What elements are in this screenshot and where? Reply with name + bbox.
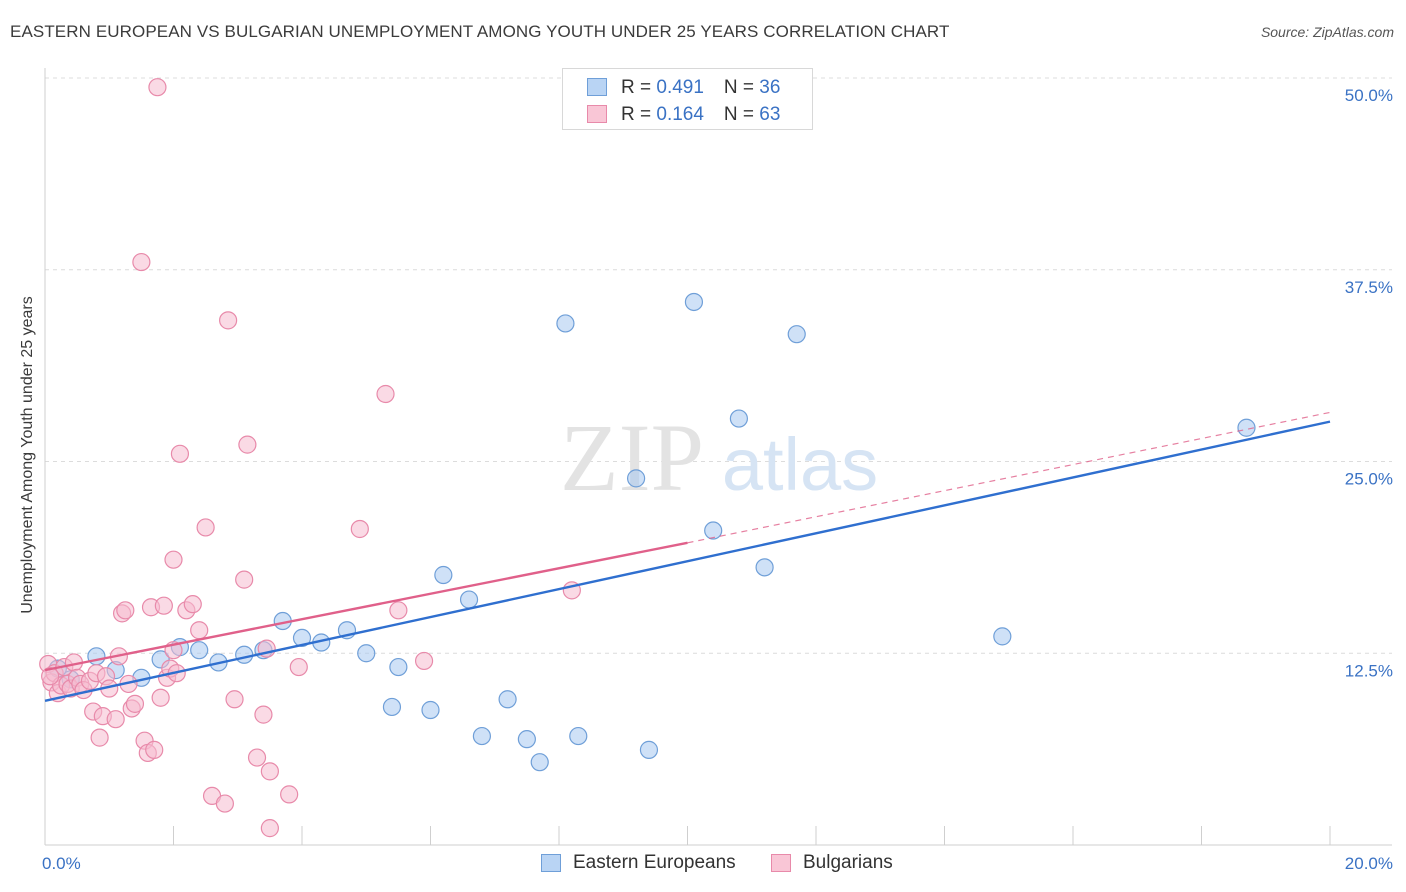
legend-label-bulgarians: Bulgarians (803, 852, 893, 873)
data-point (459, 590, 479, 609)
legend-swatch-eastern-europeans (587, 78, 607, 96)
data-point (125, 694, 145, 713)
series-bulgarians (39, 78, 581, 838)
y-tick-label: 50.0% (1345, 86, 1393, 105)
data-point (260, 762, 279, 781)
data-point (292, 628, 312, 648)
legend-n-label: N = (723, 104, 760, 125)
data-point (414, 651, 434, 671)
x-tick-label: 20.0% (1345, 854, 1393, 873)
data-point (280, 785, 299, 804)
data-point (190, 641, 209, 660)
data-point (434, 565, 453, 585)
watermark-atlas: atlas (722, 423, 878, 506)
axes (44, 68, 1392, 846)
data-point (517, 730, 536, 749)
data-point (704, 521, 723, 540)
legend-n-label: N = (723, 77, 760, 98)
data-point (116, 601, 135, 620)
gridlines (45, 77, 1392, 654)
legend-swatch-eastern-europeans (541, 854, 561, 872)
legend-swatch-bulgarians (771, 854, 791, 872)
data-point (151, 688, 170, 707)
data-point (170, 444, 190, 463)
data-point (154, 596, 173, 615)
data-point (472, 726, 491, 746)
trend-lines (44, 411, 1331, 702)
watermark: ZIP atlas (560, 404, 878, 511)
trend-line (44, 541, 688, 672)
trend-line (44, 420, 1331, 702)
data-point (289, 657, 308, 677)
watermark-zip: ZIP (560, 404, 704, 511)
data-point (498, 690, 517, 709)
data-point (132, 252, 151, 272)
data-point (190, 621, 209, 640)
data-point (247, 748, 267, 767)
data-point (639, 740, 659, 759)
data-point (993, 627, 1012, 646)
data-point (376, 384, 395, 404)
data-point (787, 325, 806, 344)
data-point (196, 518, 215, 537)
data-point (755, 558, 774, 577)
data-point (626, 469, 646, 488)
legend-label-eastern-europeans: Eastern Europeans (573, 852, 736, 873)
y-tick-label: 37.5% (1345, 278, 1393, 297)
x-tick-label: 0.0% (42, 854, 81, 873)
data-point (254, 705, 273, 724)
data-point (389, 657, 408, 677)
data-point (215, 794, 234, 813)
source-credit: Source: ZipAtlas.com (1260, 24, 1394, 40)
data-points (39, 78, 1256, 838)
data-point (684, 292, 704, 312)
data-point (164, 550, 183, 569)
data-point (389, 601, 408, 620)
legend-n-value: 63 (759, 104, 781, 125)
correlation-legend: R = 0.491 N = 36 R = 0.164 N = 63 (562, 68, 813, 130)
data-point (238, 435, 257, 454)
data-point (357, 644, 376, 663)
y-tick-label: 12.5% (1345, 661, 1393, 680)
legend-r-label: R = (621, 104, 657, 125)
data-point (41, 667, 60, 686)
data-point (90, 728, 109, 747)
data-point (421, 700, 440, 720)
tick-labels: 12.5% 25.0% 37.5% 50.0% 0.0% 20.0% (42, 86, 1393, 873)
legend-swatch-bulgarians (587, 105, 607, 123)
data-point (260, 819, 279, 838)
data-point (556, 314, 575, 333)
legend-r-value: 0.164 (656, 104, 704, 125)
data-point (219, 311, 238, 330)
legend-r-value: 0.491 (656, 77, 704, 98)
data-point (1237, 418, 1256, 437)
legend-n-value: 36 (759, 77, 781, 98)
legend-r-label: R = (621, 77, 657, 98)
data-point (350, 519, 369, 539)
data-point (148, 78, 167, 97)
data-point (106, 710, 125, 729)
data-point (183, 595, 202, 614)
data-point (145, 740, 164, 759)
data-point (225, 690, 244, 709)
data-point (235, 570, 254, 589)
chart-title: EASTERN EUROPEAN VS BULGARIAN UNEMPLOYME… (10, 22, 950, 41)
data-point (569, 726, 588, 746)
data-point (729, 409, 749, 428)
data-point (530, 753, 549, 772)
data-point (235, 645, 254, 664)
data-point (382, 697, 402, 717)
y-tick-label: 25.0% (1345, 470, 1393, 489)
